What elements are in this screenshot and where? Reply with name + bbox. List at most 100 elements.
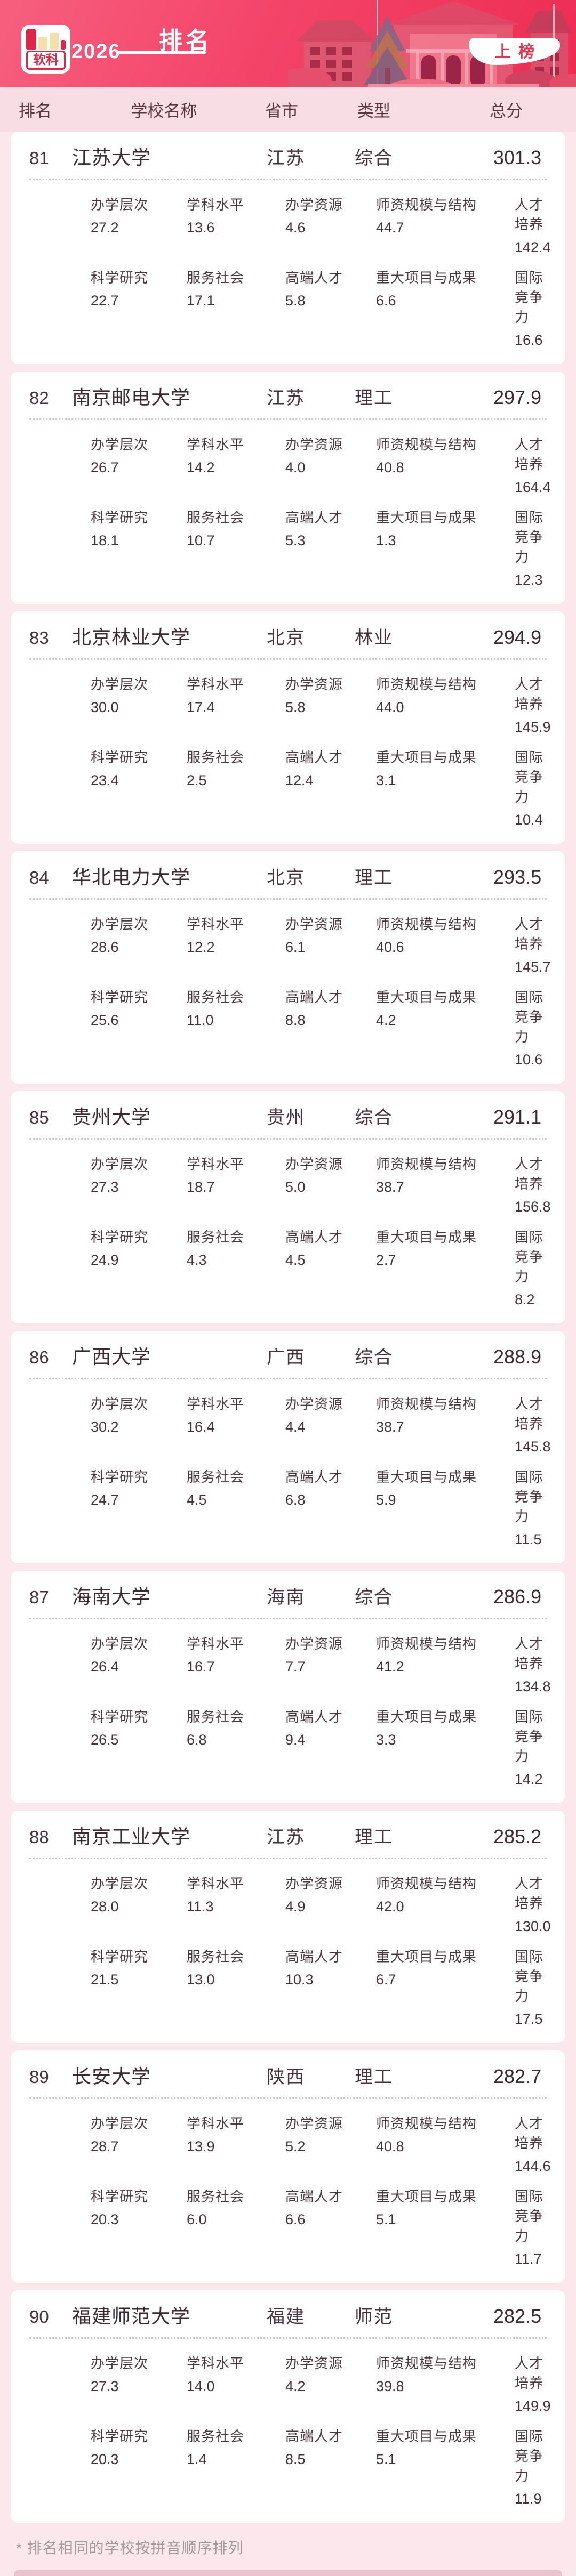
school-province: 海南: [267, 1587, 305, 1608]
metric-label: 办学层次: [91, 1396, 149, 1412]
metric-label: 办学资源: [285, 1396, 343, 1412]
metric-cell: 学科水平 14.0: [187, 2346, 285, 2419]
metric-value: 6.8: [187, 1732, 207, 1748]
metric-value: 10.4: [515, 812, 543, 828]
metric-cell: 办学资源 7.7: [285, 1627, 376, 1700]
metric-label: 服务社会: [187, 749, 245, 765]
metric-cell: 人才培养 156.8: [515, 1147, 551, 1220]
bar-chart-icon: [26, 28, 66, 50]
metrics-grid: 办学层次 27.3 学科水平 14.0 办学资源 4.2 师资规模与结构 39.…: [29, 2346, 551, 2512]
metric-value: 38.7: [376, 1419, 404, 1435]
metric-label: 办学层次: [91, 437, 149, 453]
bottom-bar: [14, 2570, 562, 2576]
metric-cell: 办学资源 4.6: [285, 188, 376, 261]
metric-cell: 师资规模与结构 42.0: [376, 1867, 515, 1940]
metric-label: 科学研究: [91, 1709, 149, 1725]
metric-value: 145.9: [515, 719, 551, 735]
card-main-row: 86 广西大学 广西 综合 288.9: [29, 1339, 547, 1378]
metric-label: 人才培养: [515, 2355, 544, 2391]
metric-value: 10.3: [285, 1972, 314, 1988]
metric-label: 办学层次: [91, 1636, 149, 1652]
school-province: 陕西: [267, 2067, 305, 2087]
metric-cell: 办学资源 4.4: [285, 1387, 376, 1460]
metric-cell: 办学层次 26.7: [91, 427, 187, 500]
metric-label: 国际竞争力: [515, 989, 544, 1045]
metric-cell: 办学层次 28.7: [91, 2106, 187, 2179]
ranking-card[interactable]: 90 福建师范大学 福建 师范 282.5 办学层次 27.3 学科水平 14.…: [11, 2290, 565, 2523]
metric-cell: 科学研究 24.9: [91, 1220, 187, 1313]
school-province: 江苏: [267, 388, 305, 408]
school-type: 理工: [355, 388, 393, 408]
school-name: 北京林业大学: [72, 626, 191, 648]
metric-label: 服务社会: [187, 1709, 245, 1725]
metric-cell: 学科水平 12.2: [187, 907, 285, 980]
metric-cell: 重大项目与成果 5.1: [376, 2179, 515, 2272]
metric-label: 国际竞争力: [515, 749, 544, 805]
metric-value: 14.0: [187, 2378, 215, 2394]
metric-label: 学科水平: [187, 1156, 245, 1172]
metric-value: 4.2: [285, 2378, 306, 2394]
ribbon-label: 上榜: [495, 43, 542, 61]
metric-cell: 高端人才 12.4: [285, 740, 376, 833]
metric-label: 重大项目与成果: [376, 2189, 477, 2204]
metric-label: 重大项目与成果: [376, 1229, 477, 1245]
metric-label: 服务社会: [187, 270, 245, 286]
metric-label: 学科水平: [187, 1876, 245, 1892]
column-header-province: 省市: [265, 101, 298, 120]
metric-label: 人才培养: [515, 676, 544, 712]
title-underline: [117, 51, 206, 54]
metric-value: 21.5: [91, 1972, 119, 1988]
metric-cell: 重大项目与成果 5.1: [376, 2419, 515, 2512]
school-name: 广西大学: [72, 1346, 151, 1368]
ranking-card[interactable]: 84 华北电力大学 北京 理工 293.5 办学层次 28.6 学科水平 12.…: [11, 851, 565, 1084]
metric-cell: 高端人才 8.8: [285, 980, 376, 1073]
school-type: 综合: [355, 1347, 393, 1368]
metric-cell: 科学研究 24.7: [91, 1460, 187, 1553]
ranking-card[interactable]: 83 北京林业大学 北京 林业 294.9 办学层次 30.0 学科水平 17.…: [11, 611, 565, 844]
metric-label: 高端人才: [285, 1469, 343, 1485]
metric-label: 学科水平: [187, 437, 245, 453]
ranking-card[interactable]: 87 海南大学 海南 综合 286.9 办学层次 26.4 学科水平 16.7 …: [11, 1571, 565, 1803]
rank-number: 89: [29, 2067, 49, 2087]
metric-label: 办学资源: [285, 1156, 343, 1172]
metric-cell: 高端人才 6.6: [285, 2179, 376, 2272]
metric-value: 3.3: [376, 1732, 396, 1748]
metric-cell: 高端人才 8.5: [285, 2419, 376, 2512]
ranking-card[interactable]: 86 广西大学 广西 综合 288.9 办学层次 30.2 学科水平 16.4 …: [11, 1331, 565, 1563]
metric-label: 办学资源: [285, 2115, 343, 2131]
metric-cell: 学科水平 17.4: [187, 667, 285, 740]
metric-value: 145.8: [515, 1439, 551, 1455]
metric-label: 服务社会: [187, 2428, 245, 2444]
metric-cell: 高端人才 10.3: [285, 1940, 376, 2032]
logo-brand-text: 软科: [26, 51, 66, 70]
metric-cell: 国际竞争力 16.6: [515, 261, 551, 353]
metric-label: 办学资源: [285, 437, 343, 453]
ranking-card[interactable]: 89 长安大学 陕西 理工 282.7 办学层次 28.7 学科水平 13.9 …: [11, 2050, 565, 2283]
metric-label: 重大项目与成果: [376, 989, 477, 1005]
ranking-card[interactable]: 88 南京工业大学 江苏 理工 285.2 办学层次 28.0 学科水平 11.…: [11, 1811, 565, 2043]
metric-label: 办学层次: [91, 1876, 149, 1892]
metric-cell: 办学资源 4.0: [285, 427, 376, 500]
metrics-grid: 办学层次 30.0 学科水平 17.4 办学资源 5.8 师资规模与结构 44.…: [29, 667, 551, 833]
metric-cell: 科学研究 23.4: [91, 740, 187, 833]
metric-cell: 办学层次 28.0: [91, 1867, 187, 1940]
ranking-card[interactable]: 85 贵州大学 贵州 综合 291.1 办学层次 27.3 学科水平 18.7 …: [11, 1091, 565, 1323]
metric-value: 2.7: [376, 1252, 396, 1268]
metrics-grid: 办学层次 26.4 学科水平 16.7 办学资源 7.7 师资规模与结构 41.…: [29, 1627, 551, 1792]
metric-label: 人才培养: [515, 916, 544, 952]
ranking-card[interactable]: 81 江苏大学 江苏 综合 301.3 办学层次 27.2 学科水平 13.6 …: [11, 132, 565, 364]
metric-label: 高端人才: [285, 2189, 343, 2204]
metric-label: 学科水平: [187, 916, 245, 932]
metric-value: 5.3: [285, 532, 306, 548]
metric-cell: 学科水平 13.9: [187, 2106, 285, 2179]
metric-value: 42.0: [376, 1899, 404, 1915]
ranking-card[interactable]: 82 南京邮电大学 江苏 理工 297.9 办学层次 26.7 学科水平 14.…: [11, 372, 565, 604]
metric-label: 师资规模与结构: [376, 1156, 477, 1172]
metric-cell: 办学资源 4.9: [285, 1867, 376, 1940]
rank-number: 85: [29, 1108, 49, 1127]
metric-value: 4.5: [285, 1252, 306, 1268]
metric-cell: 科学研究 20.3: [91, 2179, 187, 2272]
dotted-divider: [29, 1618, 547, 1619]
metric-value: 23.4: [91, 772, 119, 788]
school-type: 理工: [355, 1827, 393, 1847]
